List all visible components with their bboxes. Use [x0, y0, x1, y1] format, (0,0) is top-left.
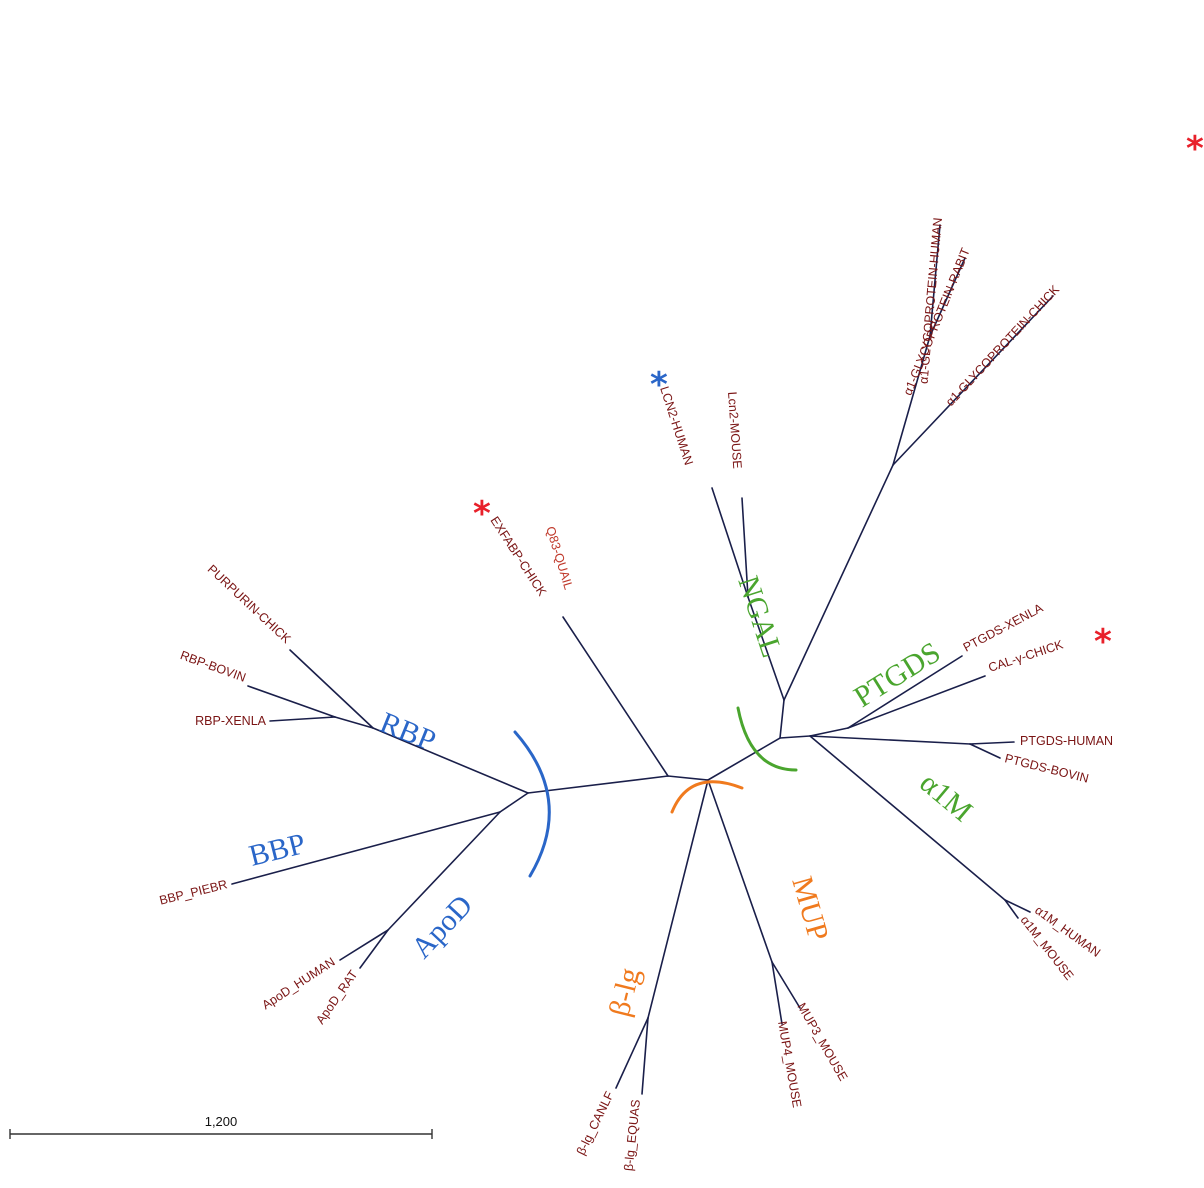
clade-label-mup: MUP: [785, 873, 835, 945]
leaf-label-mup4-mouse: MUP4_MOUSE: [775, 1020, 804, 1109]
branch: [929, 224, 941, 337]
leaf-label-a1gp-chick: α1-GLYCOPROTEIN-CHICK: [943, 282, 1063, 409]
branch: [289, 649, 374, 729]
scale-bar-label: 1,200: [205, 1114, 238, 1129]
leaf-label-purpurin-chick: PURPURIN-CHICK: [205, 562, 294, 647]
branch: [892, 295, 1054, 466]
branch: [339, 929, 389, 961]
branch: [231, 811, 501, 885]
branch: [707, 779, 773, 963]
branch: [779, 699, 785, 739]
branch: [372, 727, 529, 794]
scale-bar: 1,200: [9, 1114, 433, 1139]
asterisk-markers: * * * *: [473, 129, 1204, 662]
branch: [1004, 899, 1031, 913]
asterisk-marker-exfabp-chick: *: [473, 494, 491, 534]
leaf-labels: α1-GLYCOPROTEIN-HUMAN α1-GLYCOPROTEIN-RA…: [158, 217, 1113, 1172]
tree-branches: [231, 224, 1054, 1095]
branch: [847, 675, 986, 729]
clade-label-ngal: NGAL: [731, 572, 788, 661]
branch: [359, 929, 389, 969]
branch: [809, 735, 1006, 901]
leaf-label-bbp-piebr: BBP_PIEBR: [158, 877, 229, 907]
branch: [334, 716, 374, 729]
clade-label-rbp: RBP: [375, 706, 440, 758]
leaf-label-rbp-bovin: RBP-BOVIN: [178, 648, 247, 685]
branch: [527, 735, 811, 794]
asterisk-marker-a1gp-chick: *: [1186, 129, 1204, 169]
branch: [969, 743, 1001, 759]
branch: [892, 335, 931, 466]
branch: [747, 596, 785, 701]
leaf-label-mup3-mouse: MUP3_MOUSE: [794, 1001, 850, 1084]
leaf-label-q83-quail: Q83-QUAIL: [543, 525, 575, 592]
rbp-apod-arc: [513, 730, 551, 878]
clade-labels: RBP BBP ApoD NGAL PTGDS α1M MUP β-lg: [246, 572, 979, 1020]
asterisk-marker-lcn2-human: *: [650, 365, 668, 405]
branch: [499, 792, 529, 813]
branch: [711, 487, 749, 598]
lg-mup-arc: [670, 780, 744, 814]
branch: [615, 1017, 649, 1089]
branch: [969, 741, 1015, 745]
leaf-label-ptgds-bovin: PTGDS-BOVIN: [1003, 751, 1090, 785]
branch: [387, 811, 501, 931]
leaf-label-rbp-xenla: RBP-XENLA: [195, 714, 267, 728]
branch: [741, 497, 749, 598]
asterisk-marker-cal-g-chick: *: [1094, 622, 1112, 662]
leaf-label-lcn2-mouse: Lcn2-MOUSE: [725, 391, 744, 469]
branch: [783, 464, 894, 701]
branch: [269, 716, 336, 722]
branch: [809, 735, 971, 745]
clade-label-a1m: α1M: [914, 766, 979, 828]
branch: [929, 257, 966, 337]
clade-label-blg: β-lg: [603, 965, 647, 1020]
branch: [1004, 899, 1019, 919]
leaf-label-cal-g-chick: CAL-γ-CHICK: [987, 637, 1066, 675]
branch: [809, 727, 849, 737]
leaf-label-exfabp-chick: EXFABP-CHICK: [487, 514, 549, 599]
branch: [847, 655, 963, 729]
branch: [641, 1017, 649, 1095]
branch: [562, 616, 669, 777]
group-arcs: [513, 706, 798, 878]
leaf-label-blg-canlf: β-lg_CANLF: [574, 1089, 617, 1157]
branch: [647, 779, 709, 1019]
branch: [771, 961, 783, 1025]
leaf-label-ptgds-human: PTGDS-HUMAN: [1020, 734, 1113, 748]
ngal-arc: [736, 706, 798, 772]
branch: [247, 685, 336, 718]
leaf-label-blg-equas: β-lg_EQUAS: [622, 1099, 643, 1172]
branch: [771, 961, 801, 1009]
